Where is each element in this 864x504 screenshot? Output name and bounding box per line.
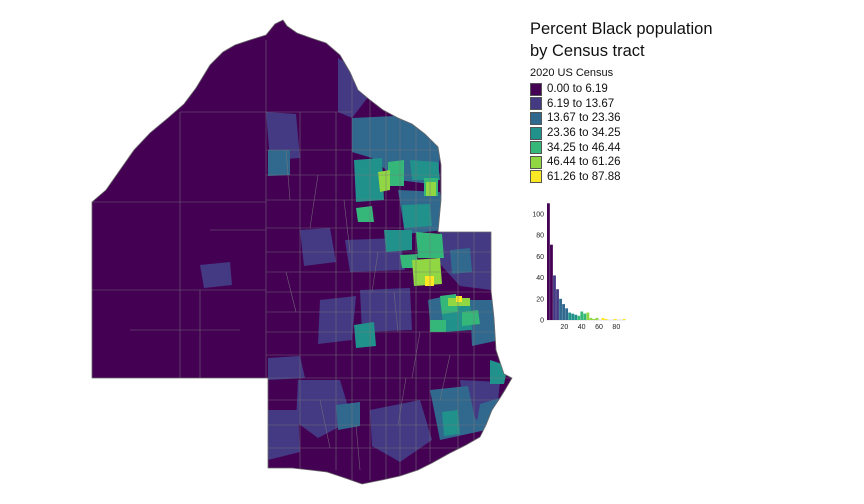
histogram-chart: 0 20 40 60 80 100 20 40 60 80 bbox=[532, 203, 626, 331]
legend-row: 0.00 to 6.19 bbox=[530, 82, 730, 97]
legend-label: 61.26 to 87.88 bbox=[547, 170, 621, 183]
histogram-bar bbox=[559, 298, 562, 320]
legend-row: 61.26 to 87.88 bbox=[530, 170, 730, 185]
legend-label: 0.00 to 6.19 bbox=[547, 83, 608, 96]
histogram-bar bbox=[568, 312, 572, 320]
x-tick-label: 60 bbox=[595, 324, 603, 331]
legend-classes: 0.00 to 6.19 6.19 to 13.67 13.67 to 23.3… bbox=[530, 82, 730, 184]
x-tick-label: 40 bbox=[578, 324, 586, 331]
histogram-bar bbox=[571, 313, 575, 320]
histogram-bar bbox=[595, 317, 599, 320]
histogram-axes: 0 20 40 60 80 100 20 40 60 80 bbox=[532, 211, 625, 331]
legend-swatch bbox=[530, 111, 542, 125]
y-tick-label: 20 bbox=[536, 296, 544, 303]
legend-label: 46.44 to 61.26 bbox=[547, 156, 621, 169]
histogram-bar bbox=[553, 275, 556, 320]
legend-swatch bbox=[530, 155, 542, 169]
legend-swatch bbox=[530, 126, 542, 140]
legend-label: 34.25 to 46.44 bbox=[547, 141, 621, 154]
county-outline bbox=[91, 19, 513, 485]
legend-title-line2: by Census tract bbox=[530, 42, 645, 60]
histogram-bar bbox=[592, 318, 596, 320]
legend-swatch bbox=[530, 141, 542, 155]
tract-class-2-areas bbox=[268, 116, 500, 440]
histogram-bar bbox=[586, 312, 590, 320]
histogram-bar bbox=[622, 318, 626, 320]
y-tick-label: 100 bbox=[532, 211, 544, 218]
legend-label: 6.19 to 13.67 bbox=[547, 97, 615, 110]
histogram-bar bbox=[550, 244, 553, 320]
y-tick-label: 60 bbox=[536, 254, 544, 261]
tract-class-6-areas bbox=[425, 276, 462, 302]
map-legend: Percent Black population by Census tract… bbox=[530, 18, 730, 184]
y-tick-label: 0 bbox=[540, 318, 544, 325]
legend-title-line1: Percent Black population bbox=[530, 20, 713, 38]
legend-row: 13.67 to 23.36 bbox=[530, 111, 730, 126]
legend-row: 23.36 to 34.25 bbox=[530, 126, 730, 141]
legend-subtitle: 2020 US Census bbox=[530, 67, 614, 79]
legend-swatch bbox=[530, 82, 542, 96]
legend-row: 6.19 to 13.67 bbox=[530, 97, 730, 112]
y-tick-label: 80 bbox=[536, 233, 544, 240]
histogram-bar bbox=[583, 313, 587, 320]
histogram-bar bbox=[574, 314, 578, 320]
histogram-bar bbox=[580, 311, 584, 320]
histogram-bar bbox=[589, 317, 593, 320]
histogram-bar bbox=[577, 315, 581, 320]
y-tick-label: 40 bbox=[536, 275, 544, 282]
tract-boundaries bbox=[92, 40, 512, 480]
legend-row: 34.25 to 46.44 bbox=[530, 140, 730, 155]
histogram-bar bbox=[601, 317, 605, 320]
x-tick-label: 80 bbox=[612, 324, 620, 331]
choropleth-map bbox=[91, 19, 513, 485]
histogram-bars bbox=[547, 203, 626, 320]
histogram-bar bbox=[613, 318, 617, 320]
legend-row: 46.44 to 61.26 bbox=[530, 155, 730, 170]
histogram-bar bbox=[547, 203, 550, 320]
histogram-bar bbox=[556, 289, 559, 320]
histogram-bar bbox=[604, 318, 608, 320]
legend-swatch bbox=[530, 97, 542, 111]
legend-label: 23.36 to 34.25 bbox=[547, 127, 621, 140]
histogram-bar bbox=[565, 308, 569, 320]
histogram-bar bbox=[562, 304, 565, 320]
legend-swatch bbox=[530, 170, 542, 184]
legend-label: 13.67 to 23.36 bbox=[547, 112, 621, 125]
x-tick-label: 20 bbox=[560, 324, 568, 331]
